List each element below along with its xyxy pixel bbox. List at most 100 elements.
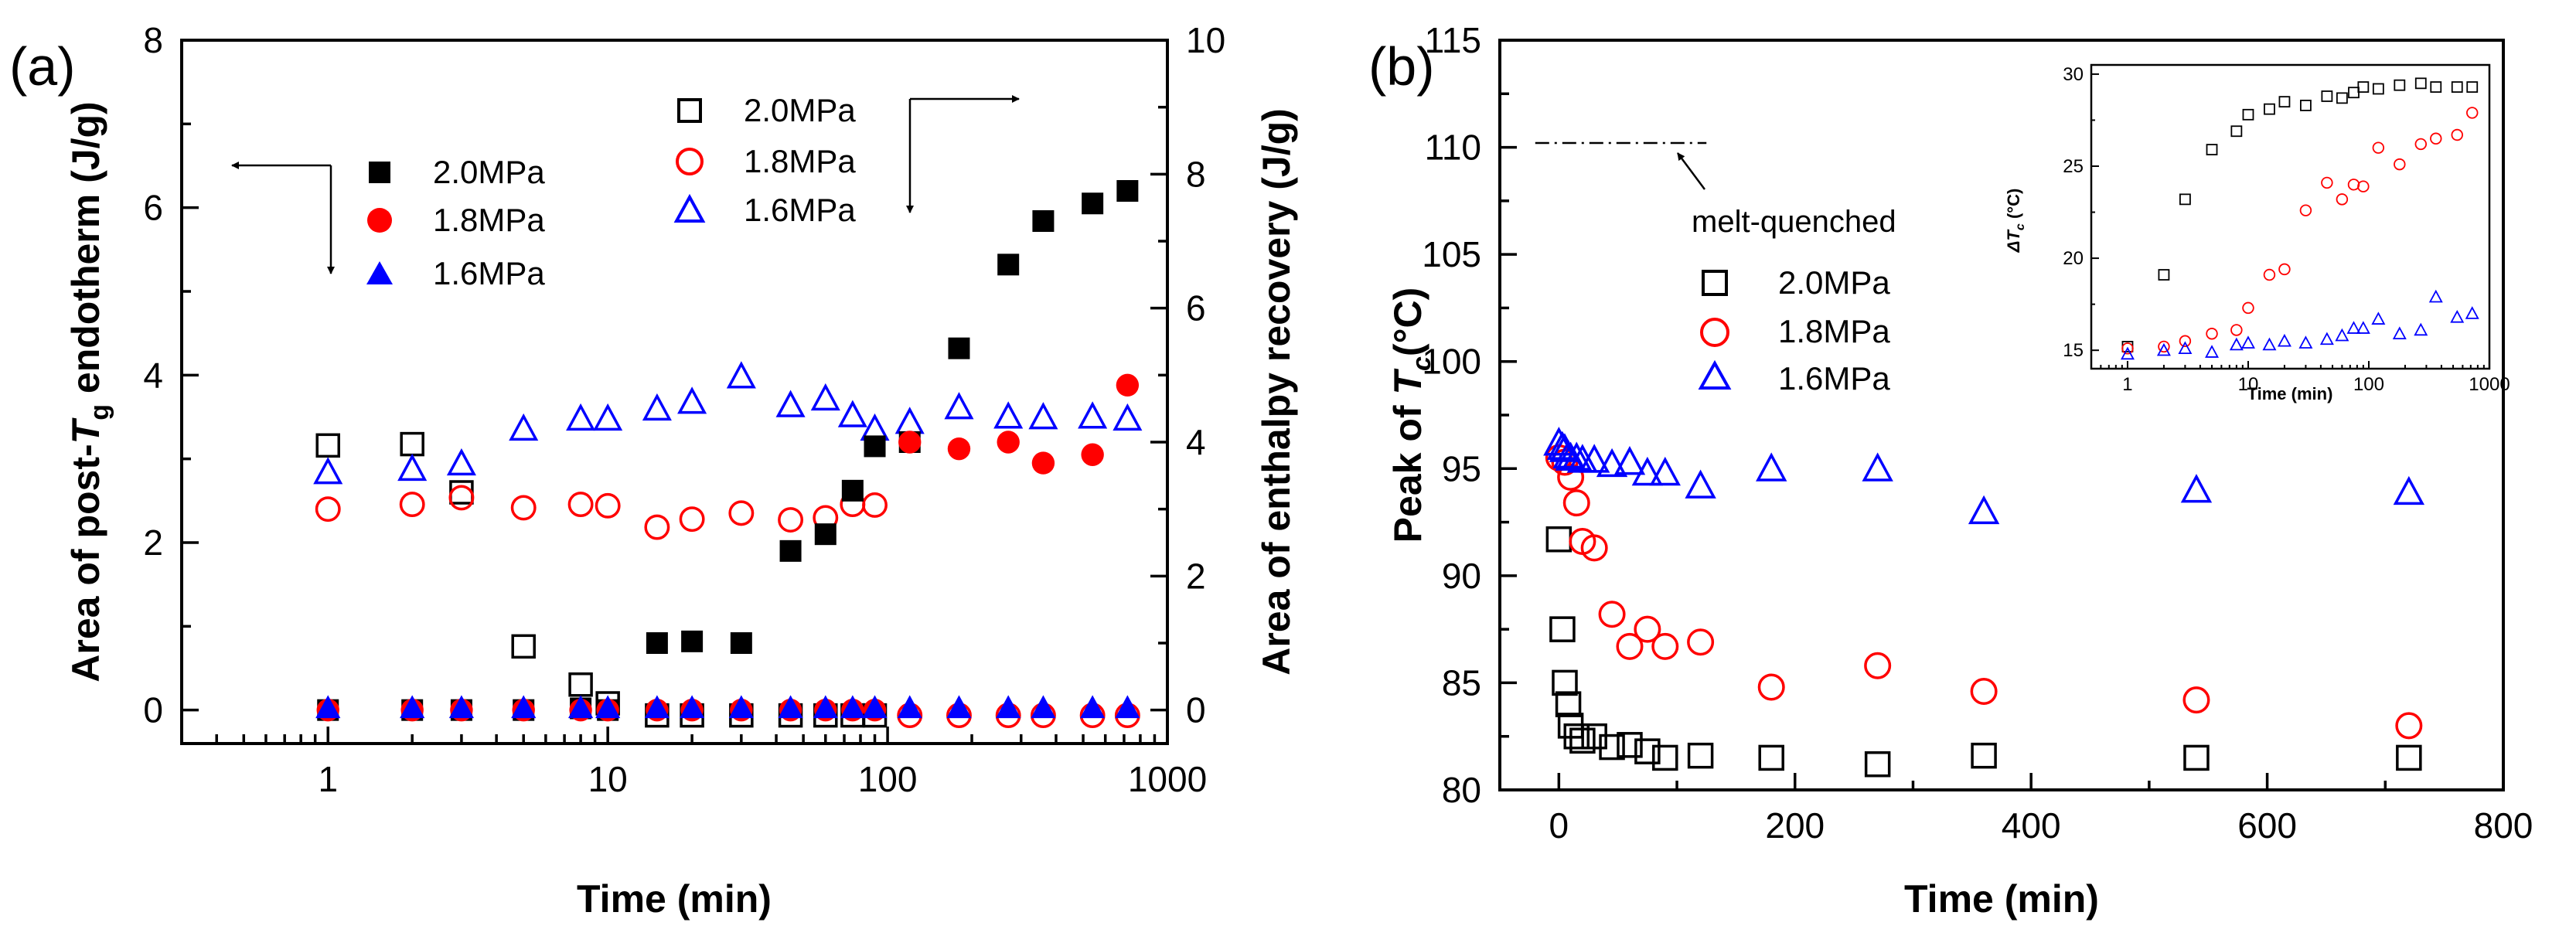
inset-data-point-2.0mpa [2158,269,2170,281]
panel-a-x-axis-title: Time (min) [577,877,772,921]
y-tick-label: 115 [1425,20,1481,60]
inset-data-point-2.0mpa [2230,125,2243,138]
inset-x-tick-label: 1 [2122,374,2132,395]
inset-y-tick-label: 30 [2063,64,2084,85]
legend-label: 2.0MPa [1778,264,1890,301]
inset-data-point-1.8mpa [2430,132,2442,145]
data-point-1.8mpa [1562,489,1590,517]
inset-plot-frame [2090,63,2491,370]
inset-data-point-1.8mpa [2179,335,2192,347]
data-point-1.6mpa-filled [1031,695,1056,719]
data-point-2.0mpa-filled [997,254,1020,276]
data-point-2.0mpa [1549,616,1576,642]
inset-data-point-2.0mpa [2414,77,2427,90]
inset-data-point-1.8mpa [2414,138,2428,151]
legend-marker-1.6mpa-filled [366,261,393,284]
y-left-tick-label: 4 [143,355,163,395]
data-point-1.8mpa-open [448,485,475,511]
y-right-tick-label: 4 [1186,422,1206,462]
data-point-1.8mpa [1557,463,1585,491]
data-point-2.0mpa [1563,723,1590,750]
data-point-1.8mpa [1757,673,1785,701]
inset-x-tick-label: 1000 [2469,374,2510,395]
data-point-2.0mpa-filled [814,523,837,546]
data-point-1.6mpa [1685,469,1716,499]
legend-marker-2.0mpa [1702,270,1728,296]
inset-data-point-2.0mpa [2206,144,2218,155]
x-tick-label: 100 [858,759,918,799]
data-point-1.6mpa-open [1113,403,1143,431]
inset-ticks: 1 10 100 1000 15 20 25 30 [2063,64,2510,395]
data-point-1.6mpa [1649,456,1681,486]
legend-label: 1.6MPa [433,255,545,291]
inset-data-point-2.0mpa [2278,96,2291,108]
data-point-1.6mpa-open [810,383,840,411]
inset-data-point-2.0mpa [2466,81,2479,93]
data-point-1.8mpa [2395,712,2423,740]
data-point-1.6mpa-filled [511,695,537,719]
data-point-1.6mpa-filled [728,695,754,719]
data-point-2.0mpa [1545,526,1573,553]
panel-a-right-axis-pointer [906,95,1020,213]
data-point-1.6mpa-filled [840,695,865,719]
data-point-1.6mpa-open [509,413,539,441]
legend-marker-1.6mpa-open [673,193,706,223]
inset-data-point-1.8mpa [2336,193,2349,206]
data-point-1.8mpa-open [399,492,425,518]
inset-data-point-1.8mpa [2263,268,2276,281]
inset-data-point-2.0mpa [2179,193,2191,206]
data-point-1.8mpa-open [510,495,537,521]
data-point-2.0mpa-open [400,431,424,457]
data-point-2.0mpa-filled [779,539,802,562]
data-point-1.6mpa-filled [813,695,838,719]
inset-x-axis-title: Time (min) [2247,384,2333,403]
inset-data-point-1.6mpa [2277,333,2291,347]
data-point-1.6mpa-filled [644,695,670,719]
inset-data-point-1.8mpa [2451,128,2463,141]
melt-quenched-pointer-arrow [1676,152,1706,190]
inset-data-point-1.6mpa [2335,328,2349,342]
panel-a-right-y-axis-title: Area of enthalpy recovery (J/g) [1255,108,1298,676]
data-point-1.8mpa-filled [947,437,971,461]
legend-marker-1.8mpa-filled [367,208,392,233]
data-point-1.8mpa [2182,686,2210,714]
inset-marks [2120,77,2479,360]
inset-data-point-2.0mpa [2357,81,2370,93]
data-point-1.6mpa-open [726,361,756,389]
inset-data-point-1.6mpa [2229,337,2244,351]
panel-b-marks [1543,427,2425,778]
data-point-1.6mpa-open [837,400,867,427]
data-point-1.6mpa-filled [862,695,888,719]
legend-marker-1.6mpa [1698,359,1732,390]
legend-marker-2.0mpa-open [677,98,702,123]
data-point-1.8mpa-open [315,496,341,522]
legend-label: 1.8MPa [1778,313,1890,349]
inset-data-point-1.6mpa [2346,321,2361,334]
y-right-tick-label: 2 [1186,556,1206,596]
inset-data-point-1.8mpa [2121,342,2134,355]
data-point-1.8mpa-filled [1116,373,1140,397]
data-point-1.6mpa [1862,452,1893,482]
data-point-2.0mpa-open [315,433,340,458]
data-point-1.8mpa-open [644,514,670,540]
inset-data-point-1.6mpa [2414,322,2428,336]
inset-background [2060,60,2501,407]
y-tick-label: 95 [1442,448,1481,488]
data-point-2.0mpa-filled [841,479,864,502]
x-tick-label: 0 [1549,805,1569,846]
legend-marker-1.8mpa-open [676,148,704,175]
x-tick-label: 600 [2237,805,2297,846]
inset-data-point-2.0mpa [2394,79,2406,91]
data-point-2.0mpa [1864,751,1891,778]
data-point-1.6mpa-open [566,403,596,431]
y-left-tick-label: 6 [143,188,163,228]
inset-data-point-1.8mpa [2357,180,2370,192]
data-point-1.8mpa-open [567,492,594,518]
inset-data-point-1.6mpa [2156,342,2171,356]
inset-data-point-1.6mpa [2240,335,2255,349]
data-point-1.6mpa-filled [1080,695,1106,719]
data-point-1.8mpa-open [778,507,804,533]
data-point-2.0mpa-filled [681,630,704,652]
